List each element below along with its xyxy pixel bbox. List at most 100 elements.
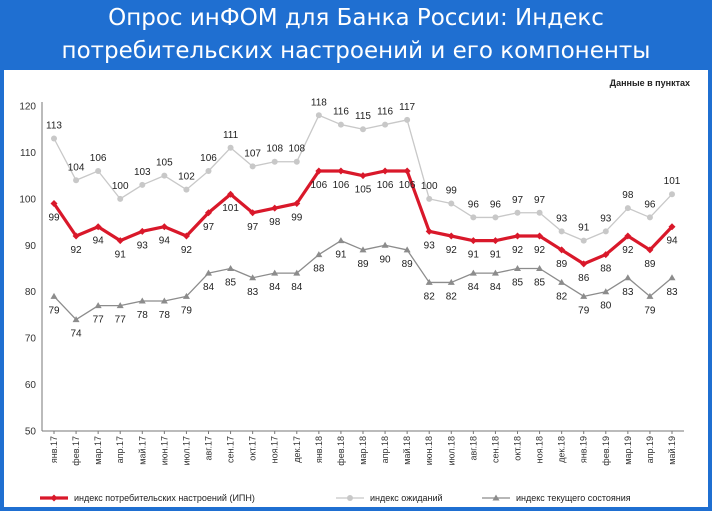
data-point bbox=[227, 144, 234, 151]
y-tick-label: 90 bbox=[25, 241, 37, 252]
data-point bbox=[72, 316, 80, 323]
data-label: 117 bbox=[399, 102, 415, 113]
data-label: 90 bbox=[380, 254, 392, 265]
data-label: 93 bbox=[600, 213, 612, 224]
data-point bbox=[491, 269, 499, 276]
data-point bbox=[382, 121, 389, 128]
data-label: 96 bbox=[490, 199, 502, 210]
x-tick-label: апр.18 bbox=[380, 436, 390, 463]
data-label: 93 bbox=[424, 240, 436, 251]
data-point bbox=[182, 292, 190, 299]
data-point bbox=[536, 209, 543, 216]
x-tick-label: окт.18 bbox=[513, 436, 523, 461]
data-label: 84 bbox=[269, 282, 281, 293]
data-point bbox=[580, 260, 588, 268]
data-label: 106 bbox=[399, 180, 416, 191]
data-point bbox=[271, 204, 279, 212]
data-point bbox=[359, 246, 367, 253]
data-point bbox=[624, 232, 632, 240]
data-label: 108 bbox=[288, 144, 305, 155]
data-label: 79 bbox=[644, 305, 656, 316]
data-label: 96 bbox=[644, 199, 656, 210]
series-current: 79 74 77 77 78 78 79 84 85 83 84 84 88 91 89 90 89 82 82 84… bbox=[48, 237, 678, 340]
data-label: 97 bbox=[203, 222, 215, 233]
x-tick-label: апр.17 bbox=[115, 436, 125, 463]
data-label: 92 bbox=[181, 245, 193, 256]
data-label: 92 bbox=[512, 245, 524, 256]
data-label: 91 bbox=[578, 223, 590, 234]
data-label: 93 bbox=[556, 213, 568, 224]
data-point bbox=[602, 251, 610, 259]
data-label: 82 bbox=[424, 291, 436, 302]
data-label: 85 bbox=[534, 278, 546, 289]
data-point bbox=[492, 214, 499, 221]
y-tick-label: 100 bbox=[19, 194, 36, 205]
data-label: 85 bbox=[512, 278, 524, 289]
x-tick-label: июл.17 bbox=[181, 436, 191, 465]
data-label: 106 bbox=[200, 153, 217, 164]
data-label: 99 bbox=[446, 186, 458, 197]
data-label: 89 bbox=[402, 259, 414, 270]
data-point bbox=[117, 195, 124, 202]
data-label: 106 bbox=[311, 180, 328, 191]
data-label: 86 bbox=[578, 273, 590, 284]
data-point bbox=[425, 227, 433, 235]
data-point bbox=[116, 237, 124, 245]
x-tick-label: июн.17 bbox=[159, 436, 169, 465]
x-tick-label: ноя.18 bbox=[535, 436, 545, 463]
data-point bbox=[72, 232, 80, 240]
data-label: 91 bbox=[468, 250, 480, 261]
data-point bbox=[161, 172, 168, 179]
x-tick-label: янв.17 bbox=[49, 436, 59, 463]
data-label: 78 bbox=[159, 310, 171, 321]
y-tick-label: 120 bbox=[19, 102, 36, 113]
x-tick-label: янв.18 bbox=[314, 436, 324, 463]
data-point bbox=[425, 278, 433, 285]
data-point bbox=[337, 167, 345, 175]
legend-marker bbox=[50, 494, 58, 502]
x-tick-label: мар.19 bbox=[623, 436, 633, 465]
data-point bbox=[448, 200, 455, 207]
y-tick-label: 50 bbox=[25, 427, 37, 438]
legend-label: индекс потребительских настроений (ИПН) bbox=[74, 493, 255, 503]
units-note: Данные в пунктах bbox=[609, 78, 690, 88]
x-tick-label: май.18 bbox=[402, 436, 412, 465]
data-point bbox=[646, 292, 654, 299]
data-label: 100 bbox=[112, 181, 129, 192]
data-point bbox=[469, 237, 477, 245]
data-point bbox=[315, 251, 323, 258]
data-label: 92 bbox=[622, 245, 634, 256]
data-point bbox=[469, 269, 477, 276]
data-point bbox=[580, 237, 587, 244]
data-point bbox=[271, 269, 279, 276]
data-point bbox=[139, 181, 146, 188]
data-label: 92 bbox=[446, 245, 458, 256]
data-label: 83 bbox=[666, 287, 678, 298]
data-label: 89 bbox=[556, 259, 568, 270]
data-label: 79 bbox=[48, 305, 60, 316]
x-tick-label: июл.18 bbox=[446, 436, 456, 465]
data-label: 118 bbox=[311, 97, 327, 108]
data-label: 82 bbox=[446, 291, 458, 302]
data-point bbox=[426, 195, 433, 202]
y-tick-label: 70 bbox=[25, 334, 37, 345]
data-point bbox=[160, 223, 168, 231]
data-point bbox=[50, 292, 58, 299]
x-tick-label: окт.17 bbox=[248, 436, 258, 461]
data-point bbox=[73, 177, 80, 184]
legend-item-expect: индекс ожиданий bbox=[336, 493, 443, 503]
data-point bbox=[337, 237, 345, 244]
legend-item-current: индекс текущего состояния bbox=[482, 493, 631, 503]
data-point bbox=[381, 167, 389, 175]
data-label: 96 bbox=[468, 199, 480, 210]
data-point bbox=[668, 274, 676, 281]
data-label: 97 bbox=[247, 222, 259, 233]
data-point bbox=[470, 214, 477, 221]
data-point bbox=[249, 209, 257, 217]
data-label: 79 bbox=[181, 305, 193, 316]
y-tick-label: 80 bbox=[25, 287, 37, 298]
data-point bbox=[558, 246, 566, 254]
data-label: 107 bbox=[244, 148, 261, 159]
legend-marker bbox=[492, 494, 500, 501]
data-label: 98 bbox=[622, 190, 634, 201]
